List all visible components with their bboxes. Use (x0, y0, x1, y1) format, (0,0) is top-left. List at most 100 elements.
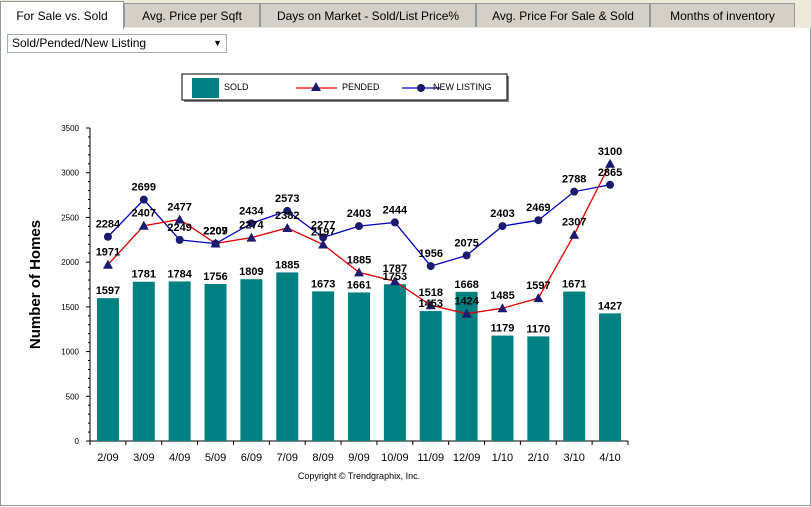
data-label-pended: 1518 (418, 287, 442, 299)
legend-label-sold: SOLD (224, 82, 249, 92)
bar-sold (276, 272, 299, 441)
marker-new-listing (570, 187, 579, 196)
data-label-new-listing: 2469 (526, 202, 550, 214)
dropdown-selected-value: Sold/Pended/New Listing (12, 36, 147, 50)
legend-marker-new-listing (417, 84, 425, 92)
data-label-sold: 1885 (275, 259, 299, 271)
data-label-pended: 1485 (490, 290, 514, 302)
marker-pended (497, 303, 508, 313)
tab-months-of-inventory[interactable]: Months of inventory (650, 3, 795, 27)
marker-pended (533, 293, 544, 303)
x-tick-label: 5/09 (205, 452, 226, 464)
tab-days-on-market[interactable]: Days on Market - Sold/List Price% (260, 3, 476, 27)
marker-pended (318, 239, 329, 249)
marker-pended (354, 267, 364, 277)
marker-new-listing (139, 195, 148, 204)
data-label-sold: 1597 (96, 285, 120, 297)
marker-pended (246, 232, 257, 242)
bar-sold (599, 313, 622, 441)
bar-sold (383, 284, 406, 441)
x-tick-label: 3/09 (133, 452, 154, 464)
bar-sold (455, 291, 478, 441)
data-label-sold: 1179 (491, 323, 515, 335)
data-label-pended: 2307 (562, 217, 586, 229)
chart-type-dropdown[interactable]: Sold/Pended/New Listing ▼ (7, 34, 227, 53)
y-axis-label: Number of Homes (27, 220, 44, 349)
marker-new-listing (355, 222, 363, 231)
x-tick-label: 4/10 (599, 452, 620, 464)
marker-new-listing (462, 251, 471, 260)
data-label-pended: 1885 (347, 254, 371, 266)
data-label-new-listing: 2284 (96, 219, 121, 231)
data-label-pended: 1971 (96, 247, 120, 259)
data-label-sold: 1809 (239, 266, 263, 278)
data-label-pended: 2407 (132, 208, 156, 220)
tab-avg-price-per-sqft[interactable]: Avg. Price per Sqft (124, 3, 260, 27)
data-label-new-listing: 2788 (562, 174, 586, 186)
marker-new-listing (534, 216, 543, 225)
data-label-new-listing: 2865 (598, 167, 622, 179)
tab-avg-price-for-sale-sold[interactable]: Avg. Price For Sale & Sold (476, 3, 650, 27)
bar-sold (168, 281, 191, 441)
y-tick-label: 2500 (61, 213, 79, 222)
data-label-sold: 1661 (347, 279, 371, 291)
bar-sold (527, 336, 550, 441)
data-label-pended: 2382 (275, 210, 299, 222)
bar-sold (96, 298, 119, 441)
data-label-pended: 1787 (383, 263, 407, 275)
bar-sold (563, 291, 586, 441)
marker-pended (425, 300, 436, 310)
marker-new-listing (283, 206, 292, 215)
marker-new-listing (426, 262, 435, 271)
chevron-down-icon: ▼ (213, 38, 222, 48)
y-tick-label: 0 (75, 437, 80, 446)
x-tick-label: 8/09 (312, 452, 333, 464)
marker-pended (210, 238, 221, 248)
data-label-sold: 1671 (562, 279, 586, 291)
chart-footnote: Copyright © Trendgraphix, Inc. (298, 471, 420, 481)
legend-label-pended: PENDED (342, 82, 380, 92)
data-label-sold: 1753 (383, 271, 407, 283)
data-label-new-listing: 2573 (275, 193, 299, 205)
legend-box (181, 73, 508, 101)
data-label-new-listing: 2434 (239, 205, 264, 217)
data-label-new-listing: 2207 (203, 226, 227, 238)
marker-pended (282, 222, 293, 232)
marker-pended (605, 158, 616, 168)
data-label-new-listing: 2277 (311, 219, 335, 231)
marker-pended (569, 229, 580, 239)
y-tick-label: 1000 (61, 348, 79, 357)
y-tick-label: 500 (66, 392, 80, 401)
marker-new-listing (247, 219, 256, 228)
tab-for-sale-vs-sold[interactable]: For Sale vs. Sold (0, 1, 124, 29)
x-tick-label: 6/09 (241, 452, 262, 464)
data-label-pended: 2197 (311, 227, 335, 239)
data-label-sold: 1170 (526, 323, 550, 335)
data-label-pended: 1424 (454, 296, 479, 308)
data-label-sold: 1756 (203, 271, 227, 283)
data-label-new-listing: 2249 (167, 222, 191, 234)
marker-new-listing (390, 218, 399, 227)
marker-pended (102, 259, 113, 269)
marker-new-listing (319, 233, 328, 242)
data-label-sold: 1453 (418, 298, 442, 310)
x-tick-label: 12/09 (453, 452, 481, 464)
data-label-pended: 2477 (167, 201, 191, 213)
data-label-new-listing: 2444 (383, 204, 408, 216)
x-tick-label: 10/09 (381, 452, 409, 464)
marker-new-listing (103, 232, 112, 241)
data-label-sold: 1668 (454, 279, 478, 291)
y-tick-label: 3500 (61, 124, 79, 133)
marker-new-listing (498, 222, 507, 231)
x-tick-label: 4/09 (169, 452, 190, 464)
data-label-sold: 1673 (311, 278, 335, 290)
bar-sold (491, 335, 514, 441)
data-label-sold: 1781 (132, 269, 156, 281)
marker-pended (389, 276, 400, 286)
marker-new-listing (606, 180, 615, 189)
data-label-new-listing: 2075 (454, 237, 478, 249)
data-label-sold: 1784 (167, 268, 192, 280)
data-label-new-listing: 2403 (490, 208, 514, 220)
bar-sold (132, 281, 155, 441)
